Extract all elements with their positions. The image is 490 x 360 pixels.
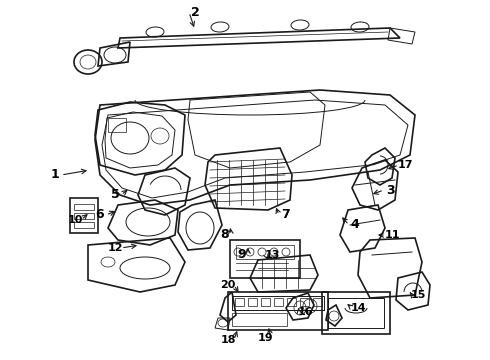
Bar [232,313,287,326]
Text: 15: 15 [410,290,426,300]
Text: 18: 18 [220,335,236,345]
Bar [248,298,257,306]
Text: 14: 14 [350,303,366,313]
Text: 8: 8 [220,229,229,242]
Bar [232,296,324,310]
Bar [74,204,94,210]
Bar [261,298,270,306]
Text: 6: 6 [96,208,104,221]
Text: 7: 7 [281,208,290,221]
Bar [70,198,98,233]
Text: 1: 1 [50,168,59,181]
Bar [328,298,384,328]
Text: 11: 11 [384,230,400,240]
Bar [287,298,296,306]
Bar [235,298,244,306]
Text: 16: 16 [297,307,313,317]
Bar [313,298,322,306]
Text: 19: 19 [257,333,273,343]
Bar [74,222,94,228]
Bar [300,298,309,306]
Bar [322,292,390,334]
Text: 12: 12 [107,243,123,253]
Bar [236,245,294,259]
Text: 2: 2 [191,5,199,18]
Bar [108,118,126,132]
Text: 20: 20 [220,280,236,290]
Text: 10: 10 [67,215,83,225]
Bar [274,298,283,306]
Bar [230,240,300,278]
Text: 4: 4 [351,219,359,231]
Text: 9: 9 [238,248,246,261]
Text: 5: 5 [111,189,120,202]
Bar [228,292,328,330]
Text: 13: 13 [264,250,280,260]
Text: 17: 17 [397,160,413,170]
Text: 3: 3 [386,184,394,197]
Bar [74,213,94,219]
